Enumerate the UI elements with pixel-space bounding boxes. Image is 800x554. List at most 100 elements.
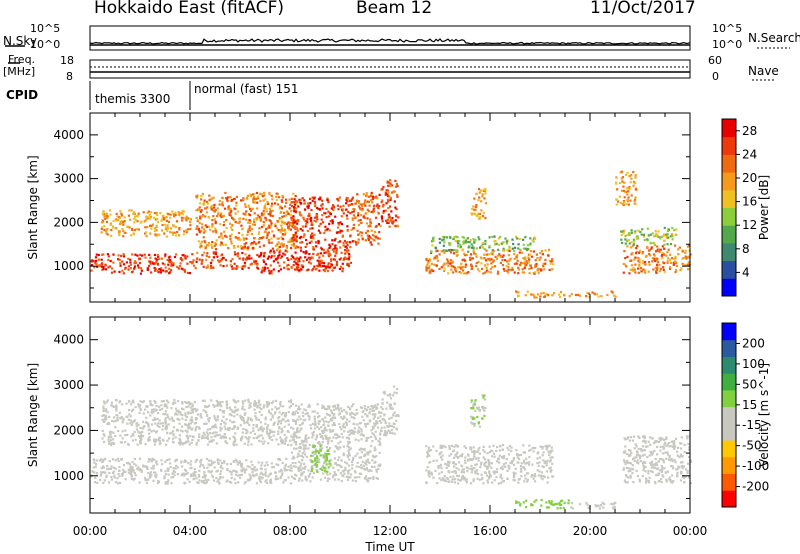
velocity-cell xyxy=(490,455,494,458)
velocity-cell xyxy=(145,416,148,419)
power-cell xyxy=(634,271,637,274)
velocity-cell xyxy=(109,433,112,436)
power-cell xyxy=(294,268,297,271)
velocity-cell xyxy=(313,415,316,418)
velocity-cell xyxy=(395,419,398,422)
velocity-cell xyxy=(295,410,298,413)
power-cell xyxy=(257,232,260,236)
power-cell xyxy=(644,260,647,264)
power-cell xyxy=(511,266,514,269)
velocity-cell xyxy=(365,436,368,440)
power-cell xyxy=(297,205,300,208)
velocity-cell xyxy=(246,430,249,433)
velocity-cell xyxy=(496,445,499,449)
velocity-cell xyxy=(190,416,193,419)
velocity-cell xyxy=(166,482,169,485)
velocity-cell xyxy=(296,436,299,439)
power-cell xyxy=(282,237,285,241)
velocity-cell xyxy=(453,470,456,473)
velocity-cell xyxy=(326,477,330,480)
velocity-cell xyxy=(317,452,321,455)
power-cell xyxy=(205,211,208,214)
power-cell xyxy=(394,219,397,222)
velocity-cell xyxy=(274,477,277,480)
power-cell xyxy=(658,263,661,267)
velocity-cell xyxy=(174,436,177,439)
power-cell xyxy=(351,210,354,214)
power-cell xyxy=(293,257,296,260)
power-cell xyxy=(258,237,261,241)
velocity-cell xyxy=(154,440,157,443)
velocity-cell xyxy=(293,457,296,460)
velocity-cell xyxy=(342,452,345,455)
power-cell xyxy=(165,270,168,273)
velocity-cell xyxy=(127,461,130,464)
power-cell xyxy=(314,216,317,219)
velocity-cell xyxy=(267,434,270,437)
power-cell xyxy=(219,223,222,226)
velocity-cell xyxy=(166,458,169,462)
power-cell xyxy=(442,244,445,247)
power-cell xyxy=(165,219,168,222)
velocity-cell xyxy=(246,478,250,481)
velocity-cell xyxy=(294,434,297,437)
power-cell xyxy=(91,259,94,262)
power-cell xyxy=(646,227,649,230)
power-cell xyxy=(284,231,287,235)
velocity-cell xyxy=(327,413,330,416)
velocity-cell xyxy=(207,463,210,466)
power-cell xyxy=(170,261,173,264)
power-cell xyxy=(212,209,215,212)
velocity-cell xyxy=(349,413,352,416)
power-cell xyxy=(140,267,143,270)
power-cell xyxy=(247,204,250,207)
velocity-cell xyxy=(367,436,370,439)
velocity-cell xyxy=(546,481,549,484)
power-cell xyxy=(296,222,299,225)
velocity-cell xyxy=(331,419,334,422)
power-cell xyxy=(319,197,322,200)
power-cell xyxy=(443,236,446,239)
power-cell xyxy=(464,263,467,266)
power-cell xyxy=(597,295,600,298)
velocity-cell xyxy=(472,416,475,419)
velocity-cell xyxy=(356,423,359,426)
power-cell xyxy=(506,242,509,245)
velocity-cell xyxy=(121,421,124,424)
power-cell xyxy=(122,235,125,238)
power-cell xyxy=(369,225,372,228)
power-cell xyxy=(178,227,181,230)
power-cell xyxy=(427,267,430,270)
power-cell xyxy=(167,213,170,216)
velocity-cell xyxy=(367,406,370,409)
velocity-cell xyxy=(308,418,311,421)
power-cell xyxy=(164,255,167,258)
velocity-cell xyxy=(139,400,142,403)
power-cell xyxy=(184,229,188,232)
power-cell xyxy=(211,223,214,226)
velocity-cell xyxy=(144,476,147,480)
velocity-cell xyxy=(319,478,322,481)
velocity-cell xyxy=(221,400,224,404)
velocity-cell xyxy=(230,471,233,474)
power-cell xyxy=(464,265,467,269)
power-cell xyxy=(319,222,322,225)
power-cell xyxy=(469,258,472,261)
velocity-cell xyxy=(291,438,294,441)
velocity-cell xyxy=(341,436,344,439)
power-cell xyxy=(528,253,532,256)
velocity-cell xyxy=(447,464,450,467)
power-cell xyxy=(205,244,209,247)
velocity-cell xyxy=(369,420,372,423)
power-cell xyxy=(270,222,273,225)
velocity-cell xyxy=(255,418,258,421)
velocity-cell xyxy=(447,470,450,473)
power-cell xyxy=(673,257,676,260)
power-cell xyxy=(286,264,289,267)
power-cell xyxy=(662,235,665,238)
velocity-cell xyxy=(210,459,213,462)
velocity-cell xyxy=(208,464,211,467)
power-colorbar-segment xyxy=(722,189,736,208)
velocity-cell xyxy=(374,435,377,438)
power-cell xyxy=(320,259,323,262)
